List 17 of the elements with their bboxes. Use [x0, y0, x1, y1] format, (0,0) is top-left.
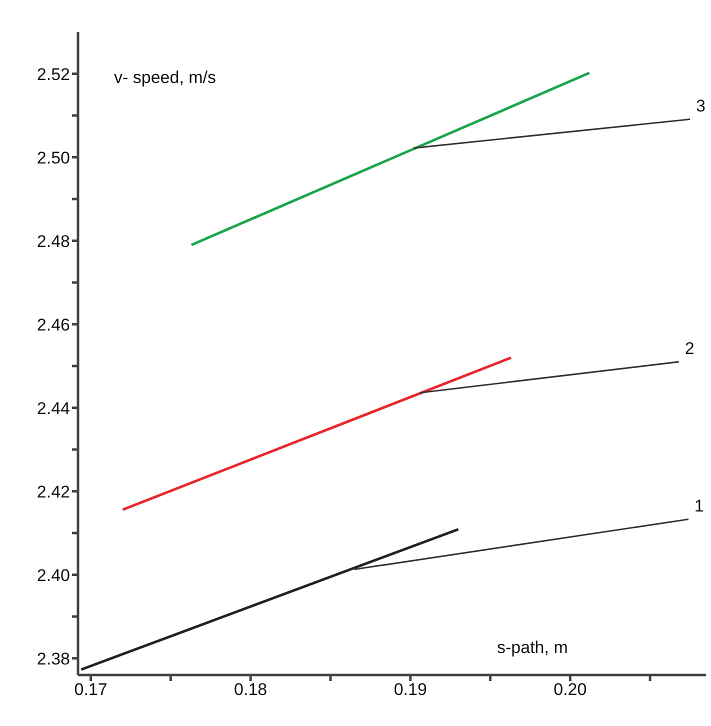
y-tick-label: 2.40 [36, 566, 70, 585]
x-axis-title: s-path, m [497, 638, 568, 658]
y-tick-label: 2.48 [36, 232, 70, 251]
series-label: 1 [694, 496, 704, 516]
y-tick-label: 2.38 [36, 649, 70, 668]
y-tick-label: 2.42 [36, 482, 70, 502]
series-label: 3 [696, 96, 706, 116]
series-label: 2 [684, 338, 694, 358]
y-tick-label: 2.52 [36, 64, 70, 84]
y-tick-label: 2.44 [36, 398, 70, 418]
x-tick-label: 0.18 [234, 680, 268, 700]
y-tick-label: 2.50 [36, 148, 70, 168]
x-tick-label: 0.17 [74, 680, 108, 700]
x-tick-label: 0.19 [394, 680, 427, 700]
x-tick-label: 0.20 [554, 680, 587, 700]
y-axis-title: v- speed, m/s [114, 68, 216, 88]
y-tick-label: 2.46 [36, 315, 70, 334]
